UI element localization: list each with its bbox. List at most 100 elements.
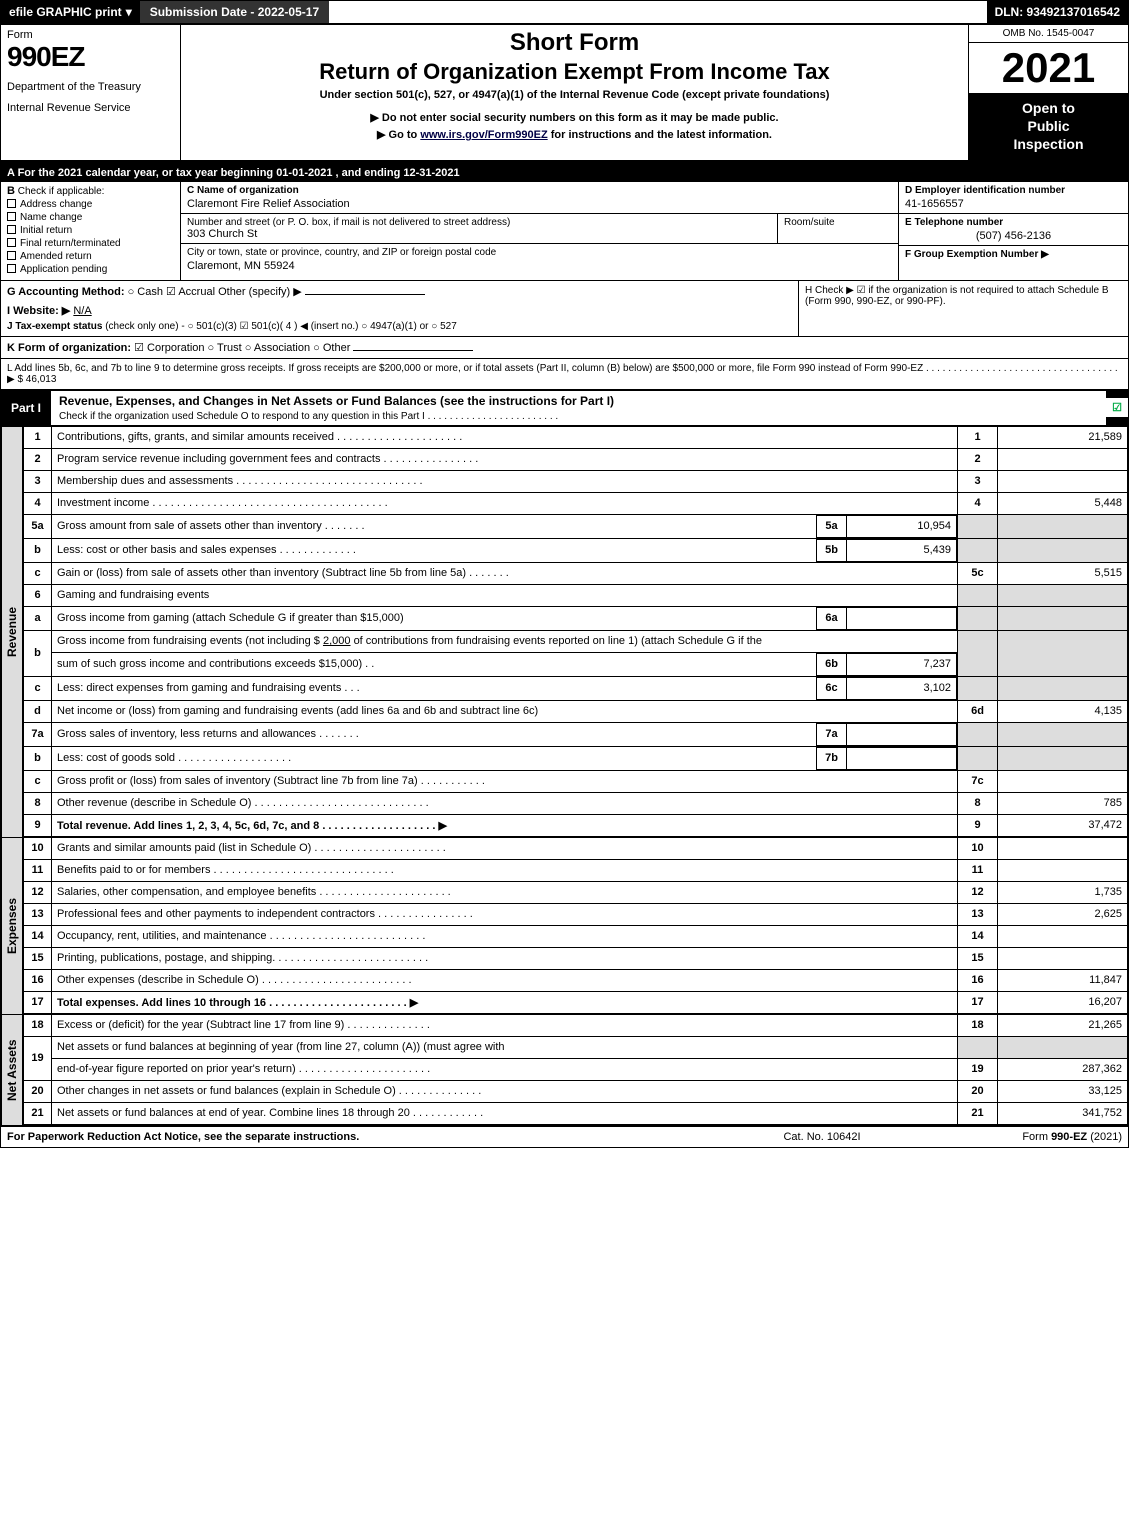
dln: DLN: 93492137016542 [995,5,1120,19]
footer-catno: Cat. No. 10642I [722,1131,922,1143]
j-label: J Tax-exempt status [7,321,102,332]
box-c-mid: C Name of organization Claremont Fire Re… [181,182,898,280]
netassets-table: 18Excess or (deficit) for the year (Subt… [23,1014,1128,1125]
line-8: 8Other revenue (describe in Schedule O) … [24,792,1128,814]
line-21: 21Net assets or fund balances at end of … [24,1102,1128,1124]
section-net-assets: Net Assets 18Excess or (deficit) for the… [1,1014,1128,1125]
line-16: 16Other expenses (describe in Schedule O… [24,969,1128,991]
omb-number: OMB No. 1545-0047 [969,25,1128,43]
k-form-org: K Form of organization: ☑ Corporation ○ … [1,337,1128,359]
open3: Inspection [1013,136,1083,152]
checkbox-icon [7,225,16,234]
c-room: Room/suite [778,214,898,243]
footer-formref: Form 990-EZ (2021) [922,1131,1122,1143]
e-phone: E Telephone number (507) 456-2136 [899,214,1128,246]
line-5a: 5a Gross amount from sale of assets othe… [24,514,1128,538]
line-2: 2Program service revenue including gover… [24,448,1128,470]
line-4: 4Investment income . . . . . . . . . . .… [24,492,1128,514]
chk-address-change[interactable]: Address change [7,199,174,210]
h-schedule-b: H Check ▶ ☑ if the organization is not r… [798,281,1128,336]
open1: Open to [1022,100,1075,116]
efile-print-button[interactable]: efile GRAPHIC print ▾ [1,1,140,23]
chk-final-return[interactable]: Final return/terminated [7,238,174,249]
b-caption: Check if applicable: [18,186,105,197]
revenue-side-label: Revenue [1,426,23,837]
link-post: for instructions and the latest informat… [551,129,772,141]
line-9: 9Total revenue. Add lines 1, 2, 3, 4, 5c… [24,814,1128,836]
part-i-num: Part I [1,397,51,419]
f-group: F Group Exemption Number ▶ [899,246,1128,263]
line-10: 10Grants and similar amounts paid (list … [24,837,1128,859]
k-label: K Form of organization: [7,342,131,354]
dln-box: DLN: 93492137016542 [987,1,1128,23]
chk-name-change[interactable]: Name change [7,212,174,223]
header-center: Short Form Return of Organization Exempt… [181,25,968,160]
section-revenue: Revenue 1Contributions, gifts, grants, a… [1,426,1128,837]
c-name-val: Claremont Fire Relief Association [187,198,892,210]
checkbox-icon [7,199,16,208]
efile-label: efile GRAPHIC print [9,5,122,19]
line-1: 1Contributions, gifts, grants, and simil… [24,426,1128,448]
d-label: D Employer identification number [905,185,1122,196]
line-3: 3Membership dues and assessments . . . .… [24,470,1128,492]
row-g-h: G Accounting Method: ○ Cash ☑ Accrual Ot… [1,281,1128,337]
line-6b-1: b Gross income from fundraising events (… [24,630,1128,652]
expenses-side-label: Expenses [1,837,23,1014]
k-other-line [353,350,473,351]
c-addr-val: 303 Church St [187,228,771,240]
ssn-warning: ▶ Do not enter social security numbers o… [189,111,960,124]
checkbox-icon [7,251,16,260]
i-val: N/A [73,305,91,317]
chk-application-pending[interactable]: Application pending [7,264,174,275]
c-name: C Name of organization Claremont Fire Re… [181,182,898,214]
j-tax-exempt: J Tax-exempt status (check only one) - ○… [7,321,792,332]
line-6d: dNet income or (loss) from gaming and fu… [24,700,1128,722]
link-pre: ▶ Go to [377,129,420,141]
b-label: B [7,185,15,197]
top-bar: efile GRAPHIC print ▾ Submission Date - … [1,1,1128,23]
part-i-title: Revenue, Expenses, and Changes in Net As… [51,390,1106,426]
open-to-public: Open to Public Inspection [969,93,1128,160]
line-18: 18Excess or (deficit) for the year (Subt… [24,1014,1128,1036]
g-opts: ○ Cash ☑ Accrual Other (specify) ▶ [128,286,302,298]
form-header: Form 990EZ Department of the Treasury In… [1,23,1128,164]
checkbox-icon [7,238,16,247]
dept-irs: Internal Revenue Service [7,102,174,115]
line-6c: c Less: direct expenses from gaming and … [24,676,1128,700]
line-11: 11Benefits paid to or for members . . . … [24,859,1128,881]
line-7a: 7a Gross sales of inventory, less return… [24,722,1128,746]
tax-year: 2021 [969,43,1128,93]
open2: Public [1027,118,1069,134]
header-right: OMB No. 1545-0047 2021 Open to Public In… [968,25,1128,160]
line-14: 14Occupancy, rent, utilities, and mainte… [24,925,1128,947]
chk-amended-return[interactable]: Amended return [7,251,174,262]
line-15: 15Printing, publications, postage, and s… [24,947,1128,969]
submission-date-box: Submission Date - 2022-05-17 [140,1,329,23]
irs-link[interactable]: www.irs.gov/Form990EZ [420,129,547,141]
i-website: I Website: ▶ N/A [7,304,792,317]
line-6a: a Gross income from gaming (attach Sched… [24,606,1128,630]
line-6: 6Gaming and fundraising events [24,584,1128,606]
box-b-through-f: B Check if applicable: Address change Na… [1,182,1128,281]
page-footer: For Paperwork Reduction Act Notice, see … [1,1125,1128,1147]
line-5b: b Less: cost or other basis and sales ex… [24,538,1128,562]
f-label: F Group Exemption Number ▶ [905,249,1122,260]
line-13: 13Professional fees and other payments t… [24,903,1128,925]
line-20: 20Other changes in net assets or fund ba… [24,1080,1128,1102]
line-7c: cGross profit or (loss) from sales of in… [24,770,1128,792]
header-left: Form 990EZ Department of the Treasury In… [1,25,181,160]
box-def: D Employer identification number 41-1656… [898,182,1128,280]
i-label: I Website: ▶ [7,305,70,317]
submission-date: Submission Date - 2022-05-17 [150,5,319,19]
l-gross-receipts: L Add lines 5b, 6c, and 7b to line 9 to … [1,359,1128,390]
box-b: B Check if applicable: Address change Na… [1,182,181,280]
revenue-table: 1Contributions, gifts, grants, and simil… [23,426,1128,837]
d-ein: D Employer identification number 41-1656… [899,182,1128,214]
row-a-tax-year: A For the 2021 calendar year, or tax yea… [1,164,1128,182]
expenses-table: 10Grants and similar amounts paid (list … [23,837,1128,1014]
g-other-line [305,294,425,295]
chk-initial-return[interactable]: Initial return [7,225,174,236]
line-6b-text: Gross income from fundraising events (no… [52,630,958,652]
e-val: (507) 456-2136 [905,230,1122,242]
line-5c: cGain or (loss) from sale of assets othe… [24,562,1128,584]
